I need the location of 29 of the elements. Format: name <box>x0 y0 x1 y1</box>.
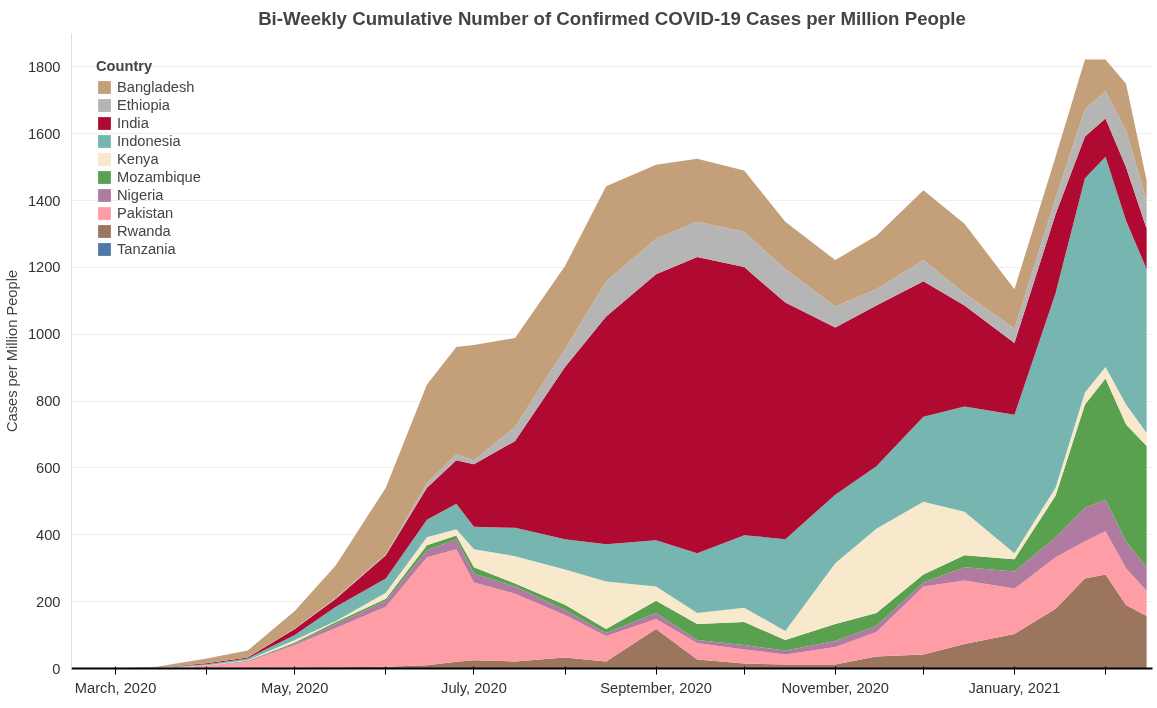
y-tick-label: 1200 <box>27 259 61 276</box>
y-tick-label: 800 <box>36 393 61 410</box>
y-tick-label: 200 <box>36 593 61 610</box>
legend-label: Ethiopia <box>117 97 170 113</box>
y-tick-label: 600 <box>36 459 61 476</box>
legend-label: Nigeria <box>117 187 164 203</box>
y-tick-label: 0 <box>52 660 61 677</box>
legend-label: Rwanda <box>117 223 171 239</box>
legend-label: India <box>117 115 149 131</box>
x-tick-label: May, 2020 <box>261 679 329 696</box>
x-tick-label: July, 2020 <box>441 679 507 696</box>
legend-label: Tanzania <box>117 241 176 257</box>
x-tick-label: January, 2021 <box>968 679 1061 696</box>
legend-label: Bangladesh <box>117 79 195 95</box>
chart-title: Bi-Weekly Cumulative Number of Confirmed COVID-19 Cases per Million People <box>258 7 966 29</box>
legend-label: Kenya <box>117 151 159 167</box>
legend-label: Mozambique <box>117 169 201 185</box>
y-axis-title: Cases per Million People <box>3 269 20 433</box>
y-tick-label: 1000 <box>27 326 61 343</box>
x-tick-label: November, 2020 <box>781 679 890 696</box>
legend-label: Indonesia <box>117 133 181 149</box>
x-tick-label: March, 2020 <box>74 679 157 696</box>
y-tick-label: 1400 <box>27 192 61 209</box>
legend-title: Country <box>96 58 154 74</box>
y-tick-label: 1800 <box>27 58 61 75</box>
y-tick-label: 400 <box>36 526 61 543</box>
y-tick-label: 1600 <box>27 125 61 142</box>
x-tick-label: September, 2020 <box>600 679 712 696</box>
legend-label: Pakistan <box>117 205 174 221</box>
